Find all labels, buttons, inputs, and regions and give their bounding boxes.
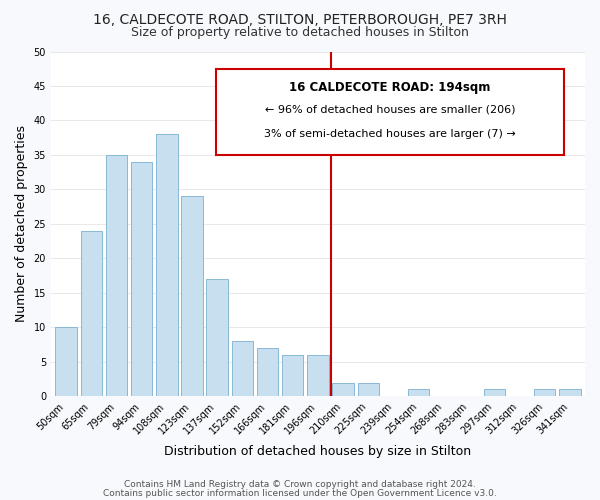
FancyBboxPatch shape <box>217 68 563 155</box>
Text: 16 CALDECOTE ROAD: 194sqm: 16 CALDECOTE ROAD: 194sqm <box>289 81 491 94</box>
Text: Contains HM Land Registry data © Crown copyright and database right 2024.: Contains HM Land Registry data © Crown c… <box>124 480 476 489</box>
Bar <box>106 155 127 396</box>
Text: ← 96% of detached houses are smaller (206): ← 96% of detached houses are smaller (20… <box>265 105 515 115</box>
Bar <box>534 390 556 396</box>
Bar <box>484 390 505 396</box>
Text: 3% of semi-detached houses are larger (7) →: 3% of semi-detached houses are larger (7… <box>264 129 516 139</box>
Bar <box>181 196 203 396</box>
Text: 16, CALDECOTE ROAD, STILTON, PETERBOROUGH, PE7 3RH: 16, CALDECOTE ROAD, STILTON, PETERBOROUG… <box>93 12 507 26</box>
Y-axis label: Number of detached properties: Number of detached properties <box>15 126 28 322</box>
Bar <box>232 341 253 396</box>
Bar <box>358 382 379 396</box>
Bar <box>257 348 278 397</box>
Bar <box>55 328 77 396</box>
Bar <box>332 382 354 396</box>
X-axis label: Distribution of detached houses by size in Stilton: Distribution of detached houses by size … <box>164 444 472 458</box>
Bar <box>282 355 304 397</box>
Bar <box>131 162 152 396</box>
Bar <box>408 390 430 396</box>
Bar <box>307 355 329 397</box>
Text: Contains public sector information licensed under the Open Government Licence v3: Contains public sector information licen… <box>103 490 497 498</box>
Bar <box>559 390 581 396</box>
Bar <box>156 134 178 396</box>
Bar <box>206 279 228 396</box>
Bar <box>80 231 102 396</box>
Text: Size of property relative to detached houses in Stilton: Size of property relative to detached ho… <box>131 26 469 39</box>
